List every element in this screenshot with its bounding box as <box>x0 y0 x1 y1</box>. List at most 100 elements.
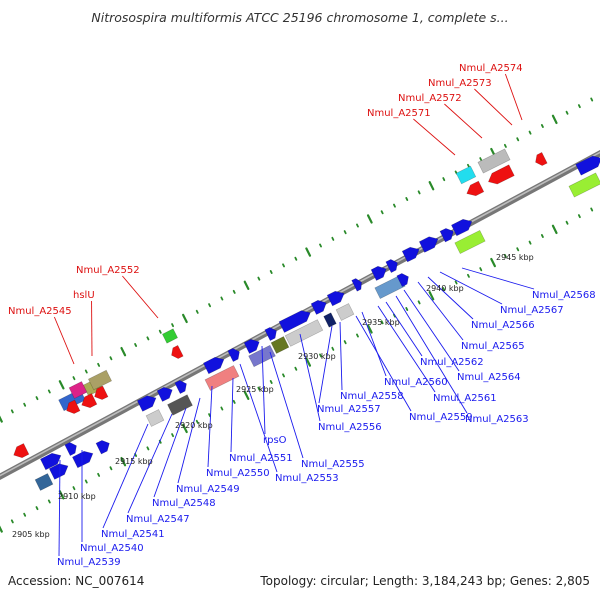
tick-mark <box>182 423 188 434</box>
scale-label: 2925 kbp <box>236 385 274 394</box>
gene-label-bottom: Nmul_A2568 <box>532 290 596 301</box>
tick-mark <box>590 207 594 212</box>
gene-feature <box>370 265 387 281</box>
tick-mark <box>171 433 175 438</box>
tick-mark <box>305 247 312 257</box>
tick-mark <box>366 324 373 334</box>
tick-mark <box>10 409 14 414</box>
gene-label-bottom: Nmul_A2541 <box>101 529 165 540</box>
tick-mark <box>23 512 27 517</box>
tick-mark <box>282 263 285 268</box>
scale-label: 2920 kbp <box>175 421 213 430</box>
gene-label-top: Nmul_A2571 <box>367 108 431 119</box>
tick-mark <box>47 499 51 504</box>
gene-label-bottom: Nmul_A2565 <box>461 341 525 352</box>
tick-mark <box>97 362 101 367</box>
scale-label: 2910 kbp <box>58 492 96 501</box>
gene-label-bottom: Nmul_A2547 <box>126 514 190 525</box>
leader-line-bottom <box>261 345 266 435</box>
tick-mark <box>428 291 435 301</box>
gene-label-top: hslU <box>73 290 95 301</box>
gene-label-bottom: Nmul_A2566 <box>471 320 535 331</box>
leader-line-bottom <box>417 281 464 341</box>
tick-mark <box>479 267 483 272</box>
tick-mark <box>282 373 285 378</box>
gene-features <box>13 148 600 491</box>
leader-line-bottom <box>207 385 213 468</box>
tick-mark <box>257 276 261 281</box>
tick-mark <box>269 380 273 384</box>
tick-mark <box>158 329 162 334</box>
tick-mark <box>405 307 409 311</box>
gene-feature <box>454 229 486 255</box>
tick-mark <box>243 280 250 290</box>
tick-mark <box>577 104 581 109</box>
tick-mark <box>257 386 261 391</box>
gene-feature <box>174 380 187 395</box>
tick-mark <box>58 380 65 390</box>
tick-mark <box>516 247 520 252</box>
tick-mark <box>319 353 322 358</box>
gene-label-bottom: Nmul_A2551 <box>229 453 293 464</box>
tick-mark <box>366 214 373 224</box>
tick-mark <box>120 346 127 357</box>
map-title: Nitrosospira multiformis ATCC 25196 chro… <box>91 10 509 25</box>
tick-mark <box>417 190 421 195</box>
leader-line-bottom <box>58 459 61 557</box>
gene-label-top: Nmul_A2573 <box>428 78 492 89</box>
tick-mark <box>565 220 569 225</box>
tick-mark <box>0 415 3 423</box>
tick-mark <box>442 177 446 182</box>
tick-mark <box>565 110 569 115</box>
gene-feature <box>326 290 345 307</box>
tick-mark <box>97 472 101 477</box>
leader-line-bottom <box>177 397 201 484</box>
gene-labels: Nmul_A2574 Nmul_A2573 Nmul_A2572 Nmul_A2571… <box>8 63 596 568</box>
tick-mark <box>319 243 322 248</box>
gene-feature <box>310 299 327 315</box>
scale-label: 2915 kbp <box>115 457 153 466</box>
gene-label-bottom: Nmul_A2561 <box>433 393 497 404</box>
gene-label-top: Nmul_A2572 <box>398 93 462 104</box>
tick-mark <box>195 419 199 424</box>
gene-feature <box>48 463 69 480</box>
tick-mark <box>120 456 127 467</box>
gene-feature <box>95 440 110 455</box>
tick-mark <box>356 333 359 338</box>
leader-line-bottom <box>403 289 460 372</box>
leader-line-bottom <box>102 423 149 529</box>
gene-label-bottom: Nmul_A2553 <box>275 473 339 484</box>
tick-mark <box>232 289 236 294</box>
gene-feature <box>66 399 81 414</box>
tick-mark <box>220 406 224 411</box>
tick-mark <box>232 399 236 404</box>
gene-feature <box>156 386 173 402</box>
gene-feature <box>264 327 277 342</box>
tick-mark <box>331 346 335 351</box>
tick-mark <box>503 143 507 148</box>
tick-mark <box>23 402 27 407</box>
gene-label-bottom: Nmul_A2549 <box>176 484 240 495</box>
gene-label-top: Nmul_A2574 <box>459 63 523 74</box>
gene-label-bottom: Nmul_A2548 <box>152 498 216 509</box>
gene-feature <box>87 369 113 391</box>
tick-mark <box>195 309 199 314</box>
gene-feature <box>466 180 485 197</box>
gene-feature <box>568 172 600 198</box>
tick-mark <box>577 214 581 219</box>
tick-mark <box>109 356 113 361</box>
tick-mark <box>84 479 88 484</box>
tick-mark <box>442 287 446 292</box>
tick-mark <box>208 413 211 418</box>
gene-feature <box>270 336 290 354</box>
tick-mark <box>454 280 458 285</box>
tick-mark <box>220 296 224 301</box>
gene-label-bottom: Nmul_A2555 <box>301 459 365 470</box>
gene-feature <box>535 151 548 166</box>
gene-feature <box>477 148 511 174</box>
tick-mark <box>47 389 51 394</box>
gene-feature <box>39 452 62 471</box>
leader-line-bottom <box>153 407 187 498</box>
tick-mark <box>540 234 544 238</box>
